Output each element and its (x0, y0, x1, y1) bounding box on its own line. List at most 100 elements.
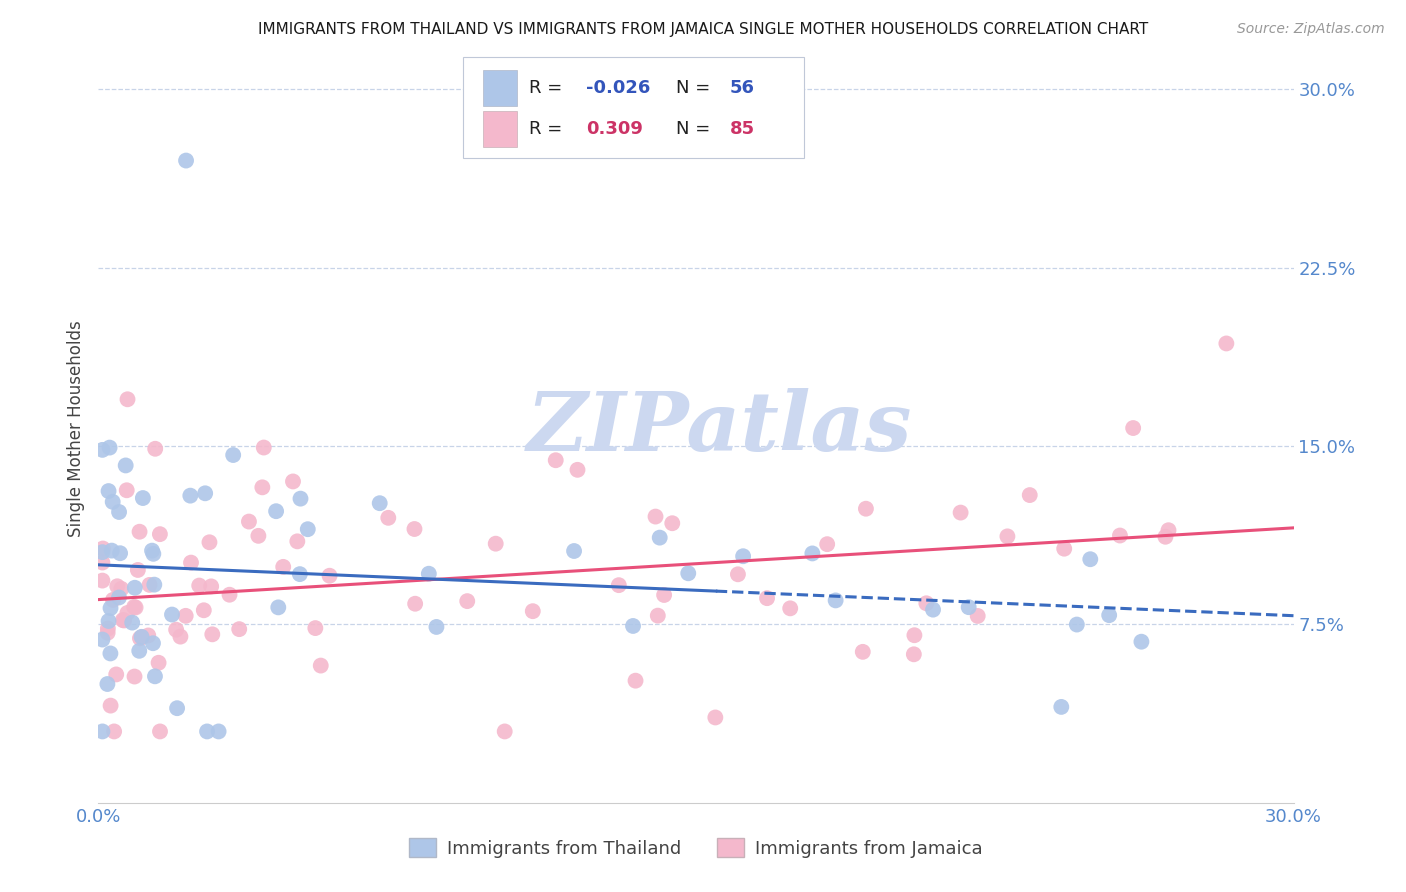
Point (281, 475, 304, 489)
Point (264, 504, 287, 518)
Point (218, 588, 240, 602)
Point (129, 632, 152, 646)
Text: R =: R = (529, 120, 574, 138)
Point (100, 698, 122, 713)
Point (494, 724, 516, 739)
Point (100, 601, 122, 615)
Point (678, 566, 700, 581)
Point (160, 607, 183, 622)
Point (117, 392, 139, 407)
Point (485, 537, 508, 551)
Text: 0.309: 0.309 (586, 120, 643, 138)
Point (91, 724, 114, 739)
FancyBboxPatch shape (463, 57, 804, 159)
Point (97, 625, 120, 640)
FancyBboxPatch shape (484, 112, 517, 147)
Point (304, 621, 326, 635)
Point (100, 647, 122, 661)
Point (404, 522, 426, 536)
Point (644, 509, 666, 524)
Point (138, 578, 160, 592)
Point (91, 574, 114, 588)
Point (1053, 541, 1076, 556)
Point (132, 491, 155, 505)
Point (112, 614, 135, 628)
Point (1130, 634, 1153, 648)
Point (377, 511, 399, 525)
Text: -0.026: -0.026 (586, 79, 651, 97)
Text: 56: 56 (730, 79, 755, 97)
Point (174, 608, 197, 623)
Point (136, 628, 159, 642)
Point (127, 563, 149, 577)
Point (966, 609, 988, 624)
Point (1066, 617, 1088, 632)
Point (149, 527, 172, 541)
Point (143, 669, 166, 683)
Text: ZIPatlas: ZIPatlas (527, 388, 912, 468)
Point (195, 724, 218, 739)
Point (114, 458, 136, 473)
Point (1018, 488, 1040, 502)
Point (131, 630, 153, 644)
Point (922, 602, 945, 616)
Point (201, 627, 224, 641)
Point (855, 501, 877, 516)
Point (148, 656, 170, 670)
FancyBboxPatch shape (484, 70, 517, 106)
Point (105, 579, 128, 593)
Point (142, 547, 165, 561)
Text: Source: ZipAtlas.com: Source: ZipAtlas.com (1237, 22, 1385, 37)
Point (121, 615, 143, 630)
Point (103, 724, 125, 739)
Point (194, 486, 217, 500)
Point (179, 489, 201, 503)
Point (1215, 336, 1237, 351)
Point (309, 658, 332, 673)
Point (124, 669, 146, 683)
Point (174, 153, 197, 168)
Point (188, 578, 211, 592)
Point (903, 628, 925, 642)
Text: N =: N = (676, 120, 716, 138)
Point (91, 556, 114, 570)
Point (824, 593, 846, 607)
Point (252, 480, 274, 494)
Point (297, 522, 319, 536)
Point (404, 597, 426, 611)
Point (200, 579, 222, 593)
Point (852, 645, 875, 659)
Point (131, 630, 153, 644)
Point (108, 546, 131, 560)
Point (222, 448, 245, 462)
Point (110, 582, 132, 596)
Point (661, 516, 683, 531)
Point (228, 622, 250, 636)
Point (122, 599, 145, 614)
Point (165, 623, 187, 637)
Point (288, 567, 311, 582)
Point (115, 483, 138, 498)
Point (756, 591, 779, 606)
Point (105, 667, 128, 681)
Point (101, 593, 124, 607)
Point (267, 600, 290, 615)
Point (97, 614, 120, 628)
Point (1078, 552, 1101, 566)
Text: N =: N = (676, 79, 716, 97)
Text: R =: R = (529, 79, 568, 97)
Point (193, 603, 215, 617)
Point (124, 600, 146, 615)
Point (108, 505, 131, 519)
Point (207, 724, 229, 739)
Point (418, 566, 440, 581)
Point (647, 608, 669, 623)
Point (456, 594, 478, 608)
Point (733, 549, 755, 564)
Point (142, 636, 165, 650)
Point (271, 560, 294, 574)
Point (166, 701, 188, 715)
Point (91, 545, 114, 559)
Point (97, 622, 120, 636)
Point (727, 567, 749, 582)
